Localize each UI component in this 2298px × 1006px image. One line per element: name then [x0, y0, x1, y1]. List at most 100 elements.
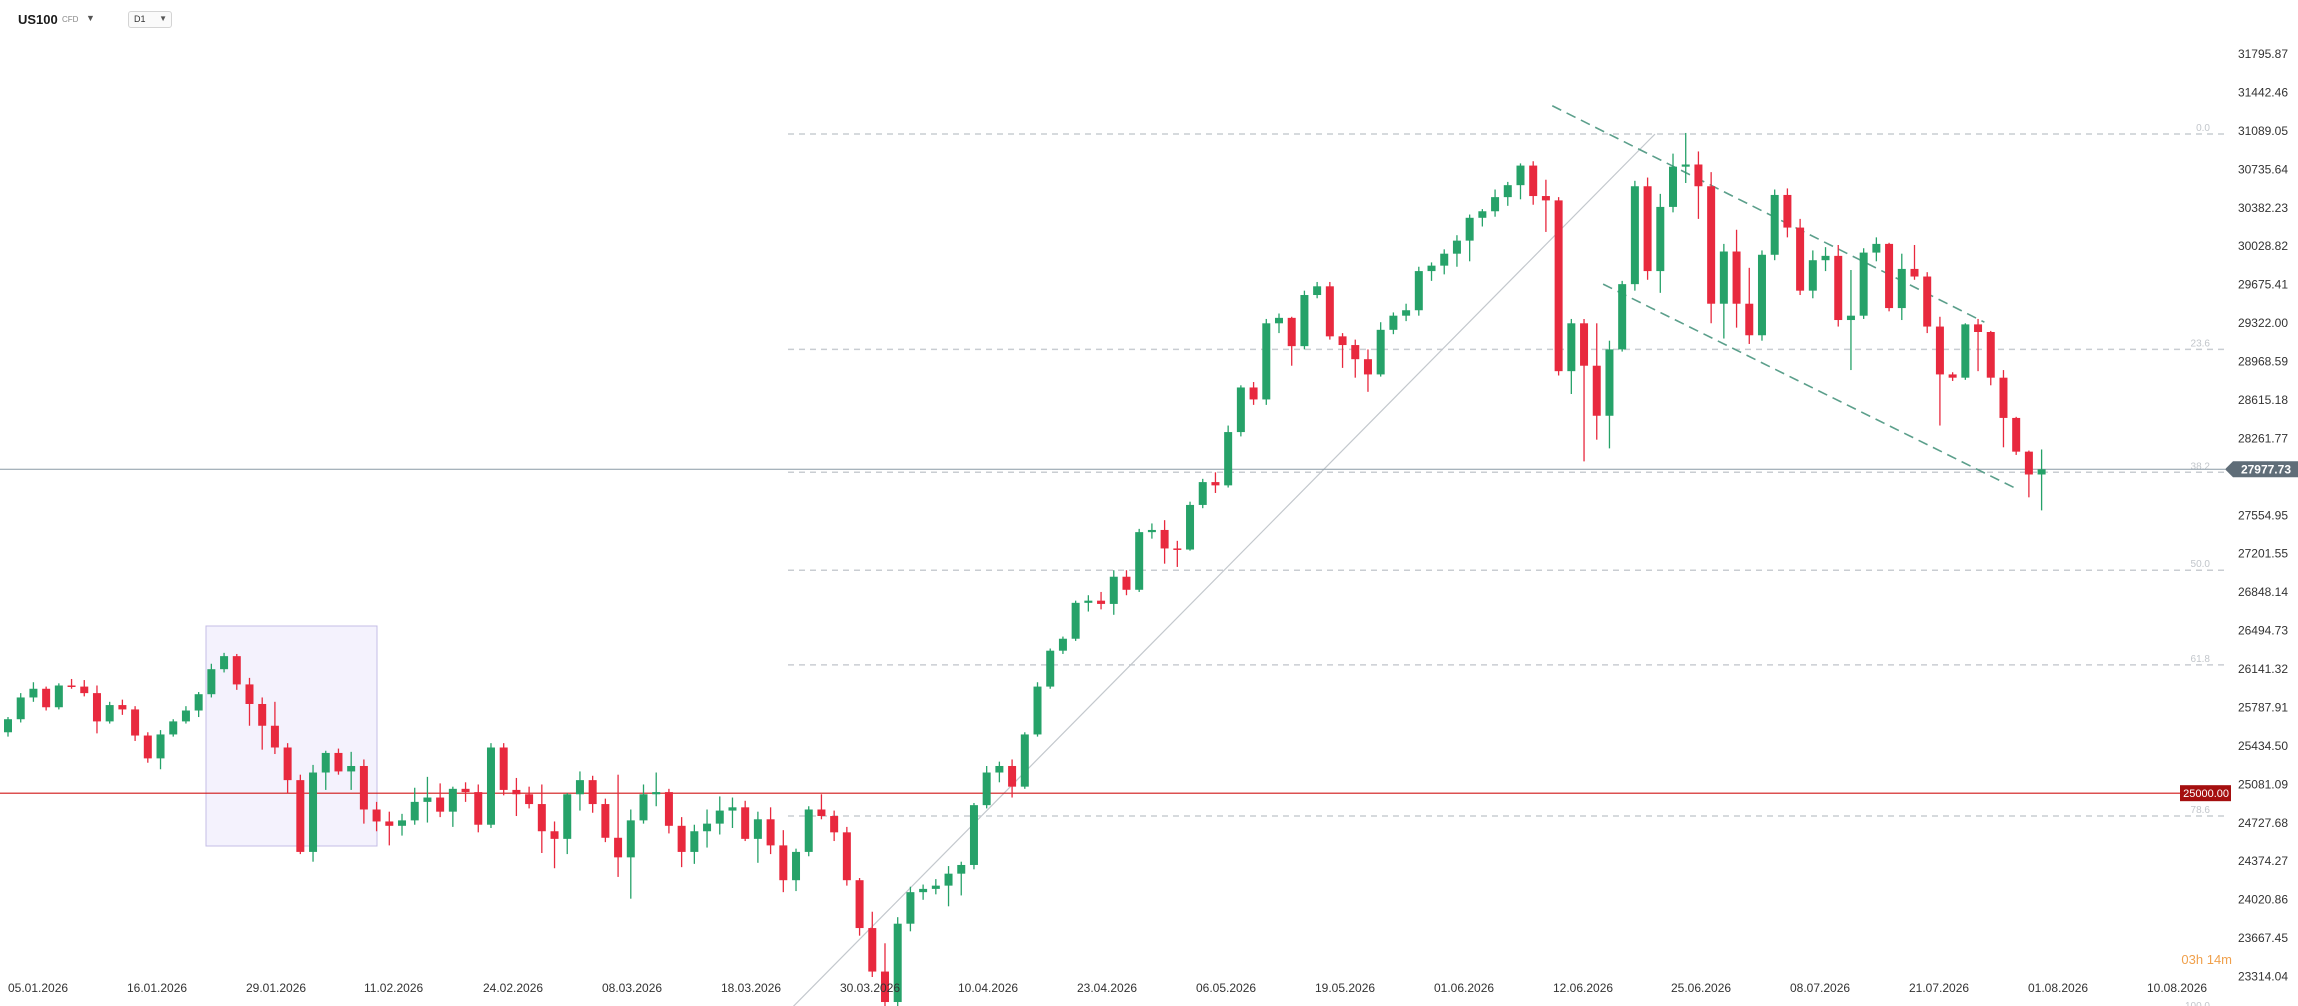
candle [1605, 340, 1614, 449]
symbol-name[interactable]: US100 [18, 12, 58, 27]
candle [1961, 323, 1970, 380]
candle [1402, 303, 1411, 322]
candle [1707, 172, 1716, 324]
candle-body [842, 832, 851, 881]
candle [1808, 250, 1817, 299]
candle [1541, 179, 1550, 232]
candle [347, 751, 356, 790]
candle-body [359, 765, 368, 810]
candle-body [1135, 532, 1144, 590]
candle [1872, 237, 1881, 262]
level-price-tag-bg [2180, 785, 2231, 802]
candle [42, 686, 51, 711]
candle-body [1643, 186, 1652, 272]
candle-body [893, 923, 902, 1003]
candle-body [728, 807, 737, 811]
y-tick-label: 29322.00 [2238, 316, 2288, 330]
candle [944, 866, 953, 907]
candle [1351, 339, 1360, 378]
candle [245, 677, 254, 726]
candle [1580, 318, 1589, 462]
selection-box [205, 625, 378, 847]
candle-body [2012, 417, 2021, 452]
candle-body [474, 792, 483, 825]
candle [1465, 214, 1474, 262]
candle [4, 717, 12, 737]
candle [29, 682, 38, 702]
y-tick-label: 28261.77 [2238, 431, 2288, 445]
candle-body [42, 688, 51, 708]
candle [1084, 595, 1093, 612]
candle-body [1224, 432, 1233, 486]
candle-body [385, 821, 394, 826]
x-tick-label: 10.04.2026 [958, 981, 1018, 995]
y-tick-label: 29675.41 [2238, 278, 2288, 292]
candle-body [1872, 243, 1881, 253]
candle [54, 683, 63, 710]
y-tick-label: 31089.05 [2238, 124, 2288, 138]
candle [321, 750, 330, 790]
candle [931, 879, 940, 895]
y-tick-label: 28968.59 [2238, 355, 2288, 369]
fib-level-label: 61.8 [2191, 654, 2211, 665]
candle-body [792, 851, 801, 881]
candle-body [1262, 323, 1271, 400]
candle-body [1656, 206, 1665, 272]
candle-body [1452, 240, 1461, 254]
candle [1656, 193, 1665, 293]
y-tick-label: 30028.82 [2238, 239, 2288, 253]
candle-body [969, 805, 978, 865]
candle-body [2024, 451, 2033, 475]
candle [1516, 163, 1525, 200]
candle [792, 848, 801, 892]
candle [1224, 425, 1233, 488]
candle [1020, 732, 1029, 789]
candle-body [1414, 271, 1423, 311]
candle-body [423, 797, 432, 802]
candle-body [1236, 387, 1245, 433]
candle-body [1770, 194, 1779, 255]
candle [1910, 244, 1919, 280]
candle [118, 699, 127, 715]
x-tick-label: 19.05.2026 [1315, 981, 1375, 995]
candle-body [1058, 638, 1067, 651]
y-tick-label: 30735.64 [2238, 162, 2288, 176]
candle [169, 719, 178, 737]
candle [1160, 520, 1169, 564]
candle [156, 730, 165, 770]
candle-body [1122, 576, 1131, 590]
candle [410, 787, 419, 825]
candle [1008, 759, 1017, 798]
candle [131, 706, 140, 741]
candle [1376, 322, 1385, 377]
candle-body [169, 721, 178, 735]
candle-body [868, 928, 877, 972]
y-tick-label: 25434.50 [2238, 739, 2288, 753]
candle-body [1376, 329, 1385, 375]
x-tick-label: 01.08.2026 [2028, 981, 2088, 995]
symbol-type: CFD [62, 15, 79, 24]
candle [1058, 636, 1067, 654]
candle-body [1567, 323, 1576, 372]
candle-body [1999, 377, 2008, 418]
x-tick-label: 24.02.2026 [483, 981, 543, 995]
timeframe-select[interactable]: D1 ▼ [128, 11, 172, 28]
candle [982, 765, 991, 809]
symbol-dropdown-icon[interactable]: ▼ [86, 13, 95, 23]
candle-body [29, 688, 38, 698]
candle-body [766, 819, 775, 846]
candle-body [258, 703, 267, 726]
candle-body [486, 747, 495, 825]
candle-body [957, 864, 966, 874]
candle [486, 743, 495, 828]
candle [1783, 188, 1792, 238]
candle-body [16, 697, 25, 720]
candle-body [1465, 217, 1474, 241]
candle [372, 801, 381, 832]
candle [1948, 372, 1957, 381]
candle [1681, 132, 1690, 183]
candle-body [931, 885, 940, 889]
candle-body [575, 780, 584, 795]
candle-body [143, 735, 152, 759]
